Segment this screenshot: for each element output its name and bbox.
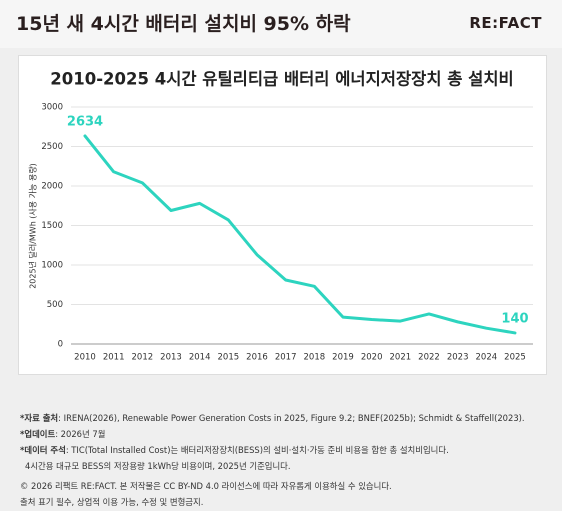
- x-tick-label: 2022: [418, 353, 440, 363]
- x-tick-label: 2012: [132, 353, 154, 363]
- data-label: 140: [501, 311, 528, 326]
- note-text: : TIC(Total Installed Cost)는 배터리저장장치(BES…: [65, 445, 449, 455]
- x-tick-label: 2019: [332, 353, 354, 363]
- chart-card: 2010-2025 4시간 유틸리티급 배터리 에너지저장장치 총 설치비 20…: [18, 55, 547, 375]
- license: © 2026 리팩트 RE:FACT. 본 저작물은 CC BY-ND 4.0 …: [20, 478, 550, 510]
- note-continuation: 4시간용 대규모 BESS의 저장용량 1kWh당 비용이며, 2025년 기준…: [25, 461, 291, 471]
- y-tick-label: 2000: [41, 182, 63, 192]
- license-line: © 2026 리팩트 RE:FACT. 본 저작물은 CC BY-ND 4.0 …: [20, 481, 392, 491]
- chart: 2010-2025 4시간 유틸리티급 배터리 에너지저장장치 총 설치비 20…: [28, 69, 533, 363]
- data-label: 2634: [67, 114, 103, 129]
- x-tick-label: 2013: [160, 353, 182, 363]
- note-label: *업데이트: [20, 429, 56, 439]
- x-tick-label: 2016: [246, 353, 268, 363]
- x-tick-label: 2018: [304, 353, 326, 363]
- x-tick-label: 2014: [189, 353, 211, 363]
- line: [83, 134, 517, 335]
- header: 15년 새 4시간 배터리 설치비 95% 하락 RE:FACT: [0, 0, 562, 48]
- note-label: *자료 출처: [20, 413, 59, 423]
- y-tick-label: 1000: [41, 261, 63, 271]
- note: *데이터 주석: TIC(Total Installed Cost)는 배터리저…: [20, 442, 550, 458]
- y-axis-label: 2025년 달러/MWh (사용 가능 용량): [28, 163, 38, 289]
- y-tick-label: 500: [47, 300, 63, 310]
- x-tick-label: 2024: [476, 353, 498, 363]
- y-tick-label: 2500: [41, 142, 63, 152]
- y-tick-label: 1500: [41, 221, 63, 231]
- y-tick-label: 0: [58, 340, 63, 350]
- license-line: 출처 표기 필수, 상업적 이용 가능, 수정 및 변형금지.: [20, 497, 204, 507]
- chart-title: 2010-2025 4시간 유틸리티급 배터리 에너지저장장치 총 설치비: [50, 69, 513, 89]
- notes: *자료 출처: IRENA(2026), Renewable Power Gen…: [20, 410, 550, 510]
- x-tick-label: 2015: [218, 353, 240, 363]
- note: *자료 출처: IRENA(2026), Renewable Power Gen…: [20, 410, 550, 426]
- x-tick-label: 2023: [447, 353, 469, 363]
- x-tick-label: 2011: [103, 353, 125, 363]
- x-tick-label: 2017: [275, 353, 297, 363]
- brand-logo: RE:FACT: [469, 14, 542, 32]
- y-tick-label: 3000: [41, 103, 63, 113]
- x-tick-label: 2025: [504, 353, 526, 363]
- page-title: 15년 새 4시간 배터리 설치비 95% 하락: [16, 13, 351, 35]
- x-tick-label: 2020: [361, 353, 383, 363]
- note: *업데이트: 2026년 7월: [20, 426, 550, 442]
- x-tick-label: 2021: [390, 353, 412, 363]
- note-label: *데이터 주석: [20, 445, 66, 455]
- note-text: : IRENA(2026), Renewable Power Generatio…: [58, 413, 525, 423]
- note-text: : 2026년 7월: [55, 429, 106, 439]
- x-tick-label: 2010: [74, 353, 96, 363]
